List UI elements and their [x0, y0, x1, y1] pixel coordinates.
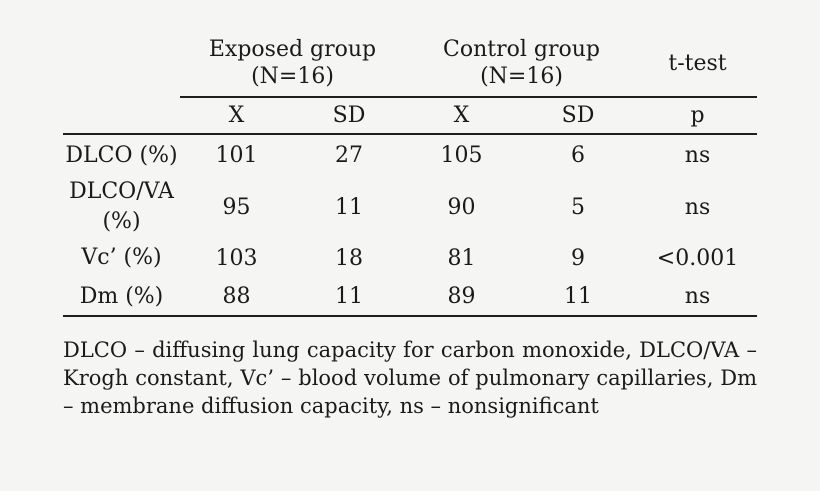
cell-value: 103: [215, 245, 258, 271]
cell-value: 105: [440, 143, 483, 168]
cell-value: 11: [518, 278, 639, 317]
cell-value: 6: [571, 143, 585, 168]
sub-header-row: X SD X SD p: [63, 97, 758, 135]
cell-p-value: ns: [638, 278, 758, 317]
cell-value: 88: [180, 278, 293, 317]
cell-value: 27: [335, 143, 363, 168]
cell-value: 90: [447, 194, 476, 220]
control-group-header: Control group (N=16): [405, 30, 639, 98]
cell-p-value: <0.001: [656, 245, 739, 271]
cell-value: 18: [335, 245, 363, 271]
cell-value: 5: [571, 194, 585, 220]
row-label: Dm (%): [63, 278, 180, 317]
results-table: Exposed group (N=16) Control group (N=16…: [63, 30, 758, 317]
row-label: Vc’ (%): [81, 245, 162, 270]
cell-value: 11: [293, 278, 405, 317]
exposed-group-n: (N=16): [251, 64, 334, 89]
exposed-group-header: Exposed group (N=16): [180, 30, 405, 98]
cell-value: 89: [405, 278, 518, 317]
table-row-dlco: DLCO (%) 101 27 105 6 ns: [63, 134, 757, 176]
group-header-row: Exposed group (N=16) Control group (N=16…: [63, 30, 758, 98]
col-header-x-exposed: X: [180, 97, 293, 135]
paper-table-page: Exposed group (N=16) Control group (N=16…: [0, 30, 820, 491]
cell-value: 81: [447, 245, 476, 271]
cell-value: 11: [335, 194, 363, 220]
table-row-dm: Dm (%) 88 11 89 11 ns: [63, 278, 758, 317]
col-header-p: p: [638, 97, 758, 135]
col-header-sd-exposed: SD: [293, 97, 405, 135]
empty-label-cell: [63, 97, 180, 135]
col-header-x-control: X: [405, 97, 518, 135]
table-footnote: DLCO – diffusing lung capacity for carbo…: [63, 338, 757, 418]
table-row-dlco-va: DLCO/VA (%) 95 11 90 5 ns: [63, 176, 757, 238]
table-row-vc: Vc’ (%) 103 18 81 9 <0.001: [63, 238, 757, 278]
empty-corner-cell: [63, 30, 180, 97]
exposed-group-name: Exposed group: [208, 37, 377, 62]
cell-p-value: ns: [684, 143, 711, 168]
row-label: DLCO/VA (%): [69, 179, 174, 234]
control-group-name: Control group: [443, 37, 600, 62]
col-header-sd-control: SD: [518, 97, 639, 135]
row-label: DLCO (%): [65, 142, 178, 168]
ttest-header: t-test: [638, 30, 758, 98]
cell-value: 101: [215, 143, 258, 168]
cell-p-value: ns: [684, 194, 711, 220]
control-group-n: (N=16): [480, 64, 563, 89]
cell-value: 95: [222, 194, 251, 220]
cell-value: 9: [571, 245, 585, 271]
